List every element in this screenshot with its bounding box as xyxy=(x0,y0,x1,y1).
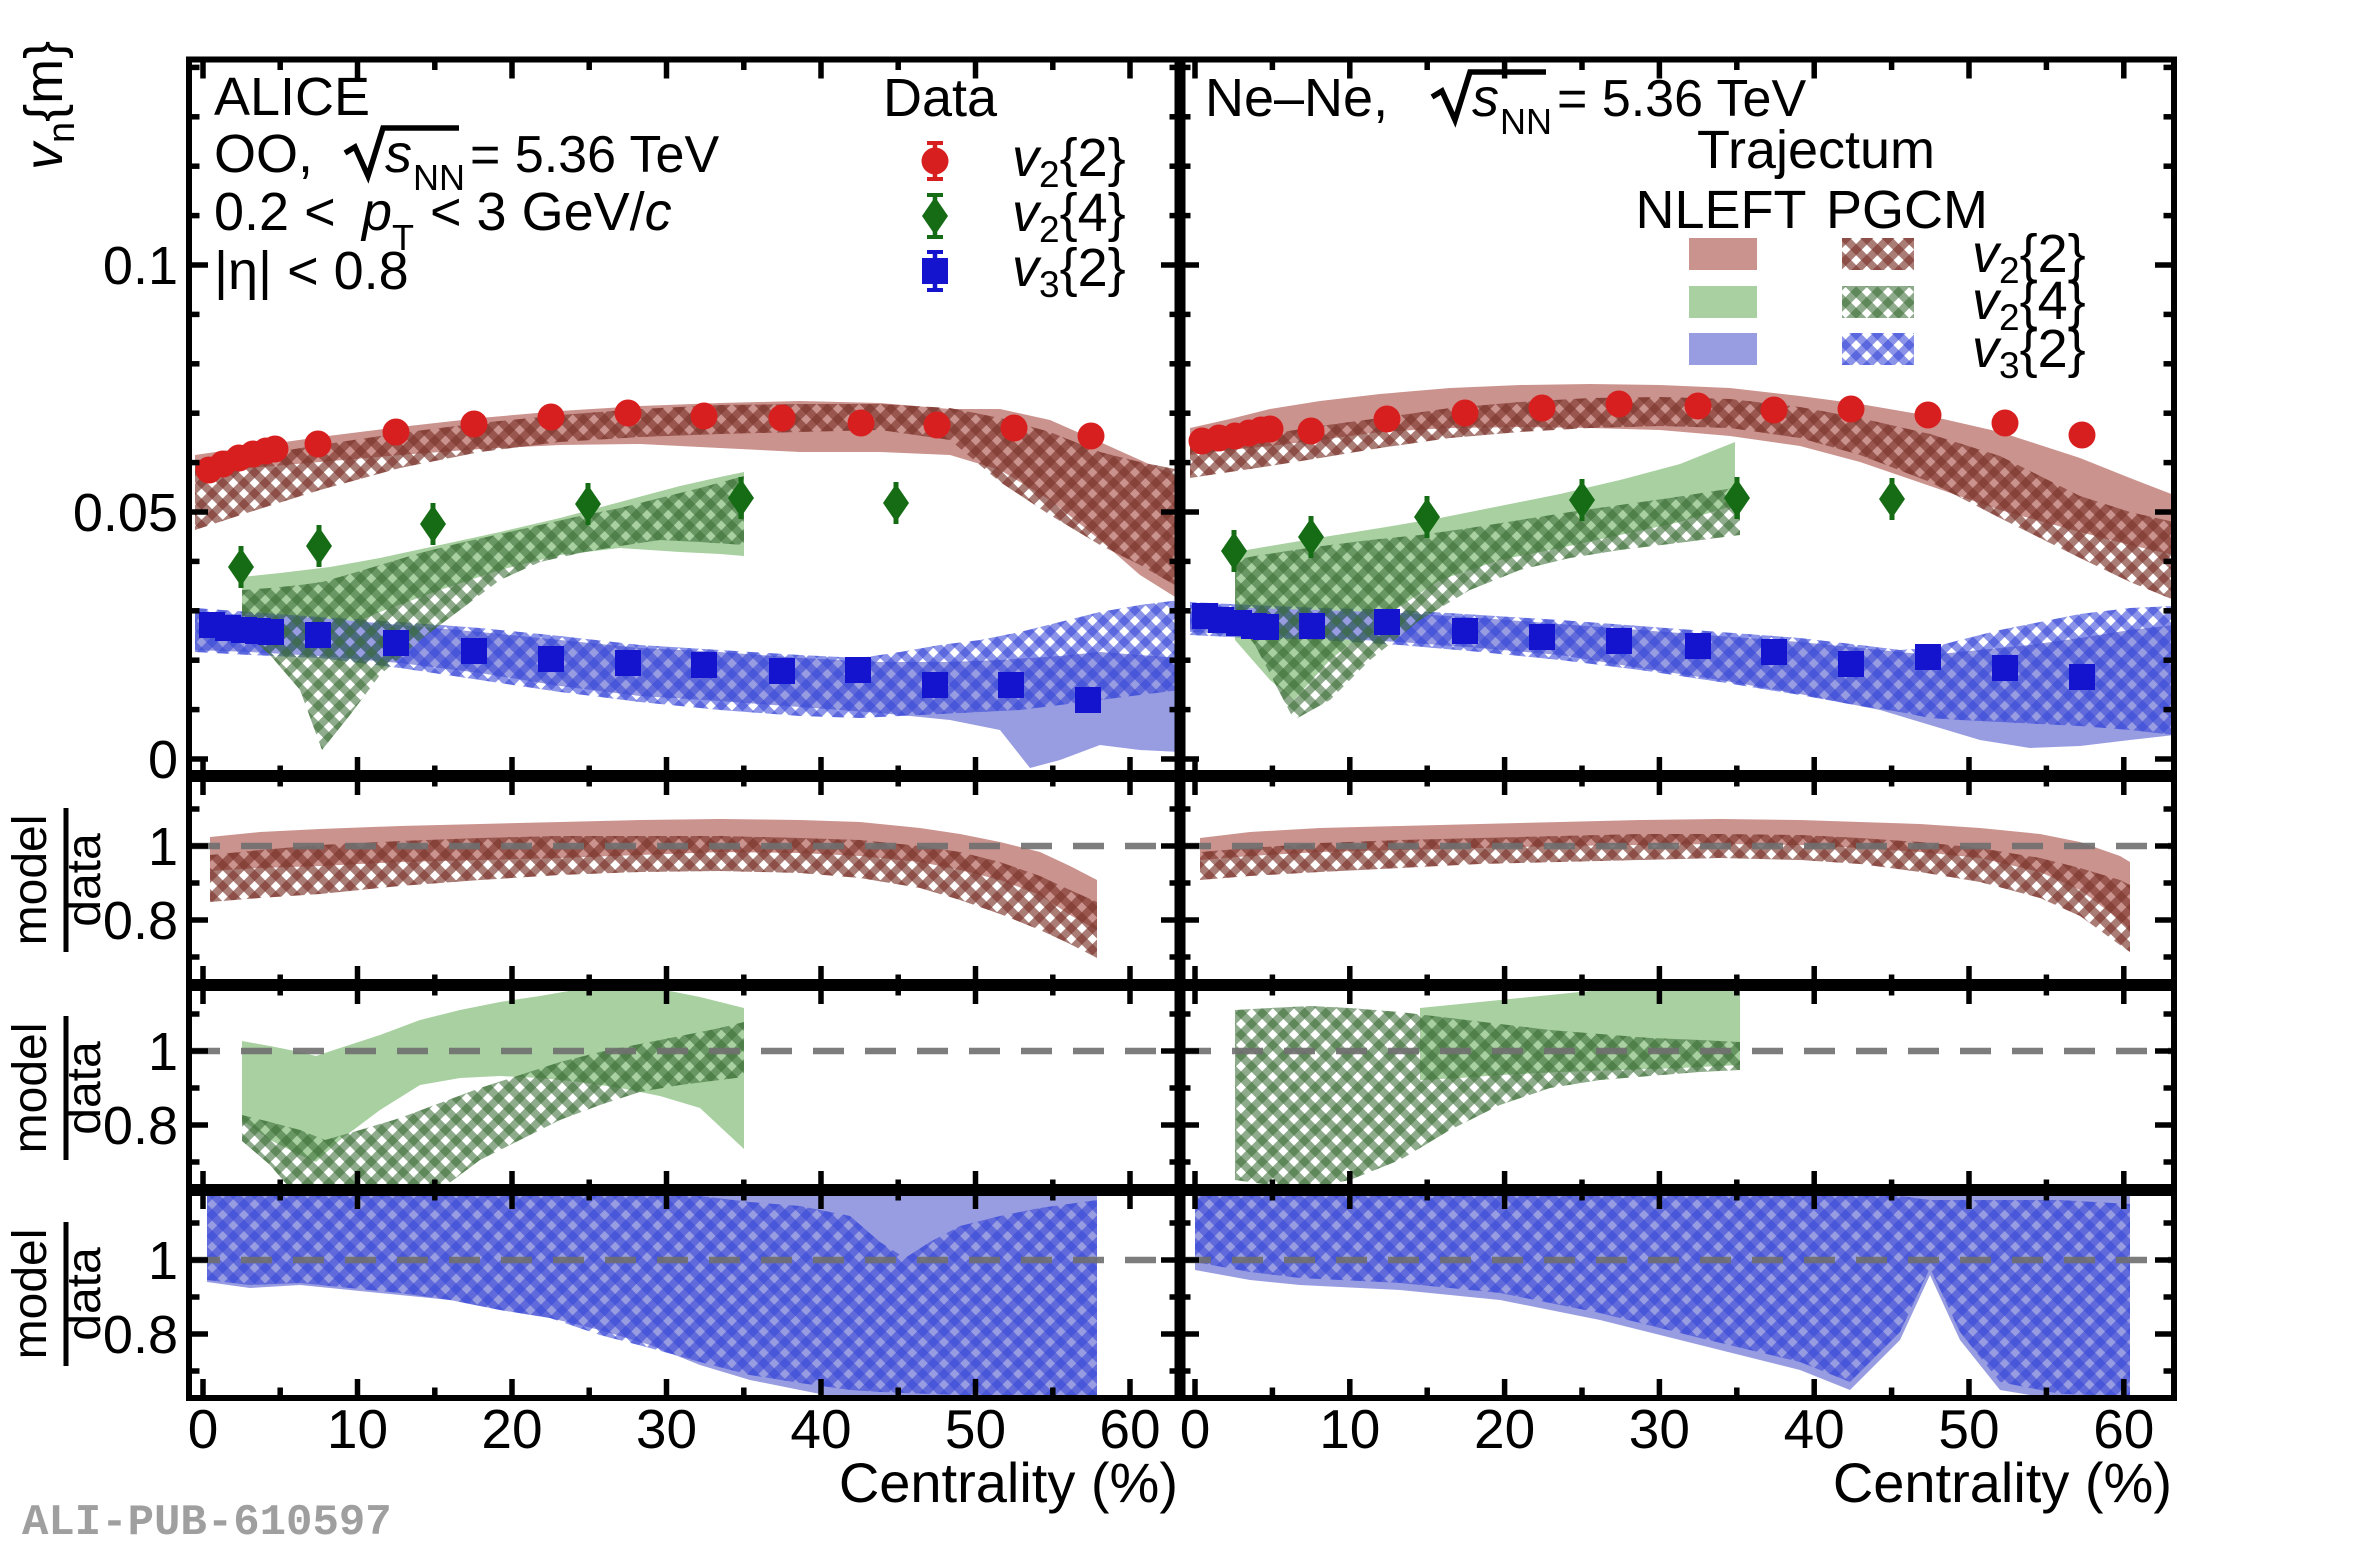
svg-text:1: 1 xyxy=(148,1022,178,1082)
svg-text:model: model xyxy=(4,1229,57,1360)
svg-text:model: model xyxy=(4,815,57,946)
svg-text:vn{m}: vn{m} xyxy=(14,41,83,170)
svg-text:NN: NN xyxy=(413,157,465,198)
svg-text:model: model xyxy=(4,1023,57,1154)
svg-text:60: 60 xyxy=(2093,1398,2154,1460)
svg-text:Ne–Ne,: Ne–Ne, xyxy=(1205,68,1388,128)
svg-text:NLEFT: NLEFT xyxy=(1635,180,1806,240)
svg-text:0.8: 0.8 xyxy=(103,891,178,951)
svg-text:ALICE: ALICE xyxy=(214,67,370,127)
svg-text:s: s xyxy=(1472,68,1499,128)
svg-text:< 3 GeV/c: < 3 GeV/c xyxy=(430,182,672,242)
svg-text:T: T xyxy=(392,217,414,258)
svg-text:10: 10 xyxy=(327,1398,388,1460)
svg-text:0: 0 xyxy=(1180,1398,1211,1460)
svg-text:0.8: 0.8 xyxy=(103,1305,178,1365)
svg-text:v2{4}: v2{4} xyxy=(1972,271,2086,338)
svg-text:v3{2}: v3{2} xyxy=(1012,238,1126,305)
svg-text:10: 10 xyxy=(1319,1398,1380,1460)
svg-text:Centrality (%): Centrality (%) xyxy=(1833,1451,2172,1514)
svg-text:30: 30 xyxy=(1629,1398,1690,1460)
svg-text:1: 1 xyxy=(148,817,178,877)
svg-text:v2{4}: v2{4} xyxy=(1012,183,1126,250)
svg-text:Trajectum: Trajectum xyxy=(1697,120,1935,180)
svg-text:p: p xyxy=(360,182,392,242)
svg-text:40: 40 xyxy=(1784,1398,1845,1460)
svg-text:0.8: 0.8 xyxy=(103,1096,178,1156)
svg-text:0: 0 xyxy=(188,1398,219,1460)
svg-text:0: 0 xyxy=(148,730,178,790)
svg-text:|η| < 0.8: |η| < 0.8 xyxy=(214,241,409,301)
svg-text:0.1: 0.1 xyxy=(103,236,178,296)
svg-text:Data: Data xyxy=(883,68,998,128)
svg-text:OO,: OO, xyxy=(214,124,313,184)
svg-text:Centrality (%): Centrality (%) xyxy=(839,1451,1178,1514)
svg-text:s: s xyxy=(385,124,412,184)
svg-text:ALI-PUB-610597: ALI-PUB-610597 xyxy=(22,1498,392,1548)
svg-text:50: 50 xyxy=(1938,1398,1999,1460)
svg-text:1: 1 xyxy=(148,1231,178,1291)
svg-text:40: 40 xyxy=(790,1398,851,1460)
svg-text:30: 30 xyxy=(636,1398,697,1460)
svg-text:0.2 <: 0.2 < xyxy=(214,182,336,242)
svg-text:v2{2}: v2{2} xyxy=(1012,128,1126,195)
svg-text:20: 20 xyxy=(481,1398,542,1460)
svg-text:NN: NN xyxy=(1500,101,1552,142)
svg-text:= 5.36 TeV: = 5.36 TeV xyxy=(470,126,719,184)
svg-text:0.05: 0.05 xyxy=(73,483,178,543)
svg-text:60: 60 xyxy=(1099,1398,1160,1460)
svg-text:50: 50 xyxy=(945,1398,1006,1460)
svg-text:v2{2}: v2{2} xyxy=(1972,224,2086,291)
svg-text:v3{2}: v3{2} xyxy=(1972,319,2086,386)
svg-text:= 5.36 TeV: = 5.36 TeV xyxy=(1557,70,1806,128)
svg-text:PGCM: PGCM xyxy=(1826,180,1988,240)
svg-text:20: 20 xyxy=(1474,1398,1535,1460)
